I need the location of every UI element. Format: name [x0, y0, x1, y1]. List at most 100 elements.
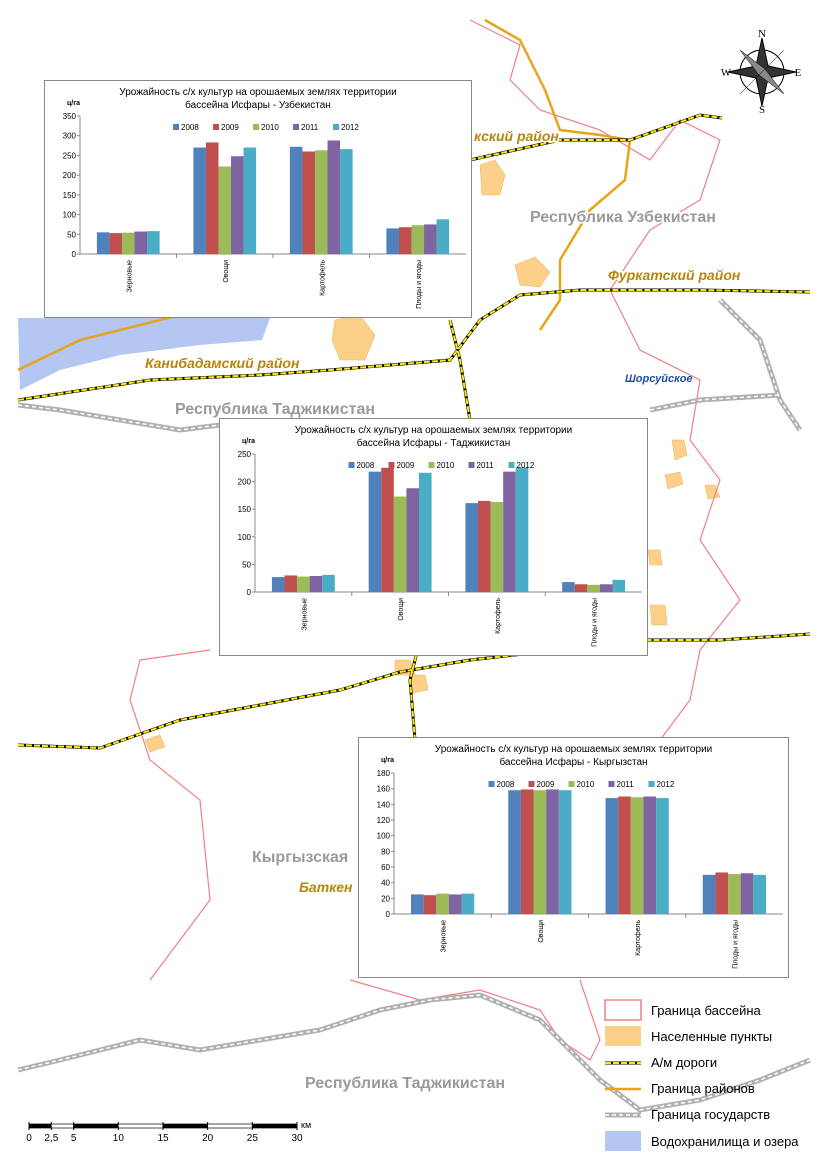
y-axis-label: ц/га: [67, 100, 80, 107]
legend-label: 2012: [517, 461, 535, 470]
legend-label: А/м дороги: [651, 1055, 717, 1070]
legend-swatch: [348, 462, 355, 468]
legend-label: 2011: [477, 461, 495, 470]
y-tick-label: 300: [63, 132, 77, 141]
legend-swatch: [213, 124, 219, 130]
y-axis-label: ц/га: [381, 757, 394, 764]
bar: [284, 575, 298, 592]
scale-label: 20: [202, 1133, 214, 1144]
bar: [562, 582, 575, 592]
y-tick-label: 40: [381, 879, 390, 888]
legend-label: 2010: [437, 461, 455, 470]
scale-segment: [50, 1123, 75, 1129]
chart-title: Урожайность с/х культур на орошаемых зем…: [434, 744, 713, 768]
road-line: [17, 113, 811, 750]
legend-label: Водохранилища и озера: [651, 1134, 799, 1149]
legend-swatch: [568, 781, 575, 787]
legend-label: Граница государств: [651, 1107, 770, 1122]
chart-title: Урожайность с/х культур на орошаемых зем…: [294, 425, 573, 449]
bar: [418, 472, 432, 592]
bar: [302, 151, 315, 254]
bar: [515, 467, 529, 592]
y-tick-label: 250: [63, 151, 77, 160]
legend-swatch: [605, 1026, 641, 1046]
bar: [134, 231, 148, 254]
legend-label: 2009: [397, 461, 415, 470]
bar: [546, 789, 559, 914]
y-tick-label: 50: [67, 230, 76, 239]
scale-label: 25: [247, 1133, 259, 1144]
bar: [436, 219, 450, 254]
y-tick-label: 160: [377, 785, 391, 794]
map-legend: Граница бассейна Населенные пункты А/м д…: [604, 999, 799, 1151]
x-tick-label: Плоды и ягоды: [592, 598, 599, 647]
y-tick-label: 50: [242, 560, 251, 569]
y-tick-label: 100: [63, 211, 77, 220]
bar: [381, 467, 394, 592]
scale-bar: 0 2,5 5 10 15 20 25 30 км: [26, 1120, 311, 1144]
bar: [147, 231, 160, 254]
bar: [411, 225, 425, 254]
legend-swatch: [388, 462, 395, 468]
scale-segment: [28, 1123, 52, 1129]
compass-letter: N: [758, 28, 766, 40]
bar: [205, 142, 219, 254]
y-tick-label: 350: [63, 112, 77, 121]
bar: [503, 471, 516, 592]
bar: [702, 874, 716, 914]
x-tick-label: Зерновые: [301, 598, 308, 631]
scale-label: 30: [291, 1133, 303, 1144]
scale-segment: [117, 1123, 164, 1129]
scale-label: 15: [157, 1133, 169, 1144]
legend-swatch: [604, 999, 642, 1021]
bar: [618, 796, 631, 914]
x-tick-label: Овощи: [538, 920, 545, 943]
legend-label: 2008: [181, 123, 199, 132]
bar: [533, 790, 547, 914]
bar: [393, 496, 407, 592]
y-tick-label: 0: [247, 588, 252, 597]
y-tick-label: 60: [381, 863, 390, 872]
bar: [243, 147, 257, 254]
map-label: Канибадамский район: [145, 355, 300, 371]
chart-title: Урожайность с/х культур на орошаемых зем…: [119, 87, 397, 111]
legend-label: 2008: [357, 461, 375, 470]
bar: [490, 502, 504, 592]
y-tick-label: 200: [238, 478, 252, 487]
legend-label: 2012: [657, 780, 675, 789]
legend-swatch: [528, 781, 535, 787]
state-border: [17, 298, 811, 1113]
compass-letter: S: [759, 104, 765, 116]
chart: Урожайность с/х культур на орошаемых зем…: [44, 80, 472, 318]
legend-swatch: [488, 781, 495, 787]
scale-label: 5: [71, 1133, 77, 1144]
bar: [411, 894, 424, 914]
x-tick-label: Овощи: [223, 260, 230, 283]
y-tick-label: 250: [238, 450, 252, 459]
bar: [753, 874, 766, 914]
bar: [656, 798, 669, 914]
compass: N S W E: [721, 28, 802, 116]
bar: [587, 584, 600, 592]
chart: Урожайность с/х культур на орошаемых зем…: [358, 737, 789, 978]
legend-swatch: [333, 124, 339, 130]
legend-label: 2010: [261, 123, 279, 132]
legend-swatch: [508, 462, 515, 468]
scale-label: 2,5: [44, 1133, 58, 1144]
x-tick-label: Картофель: [495, 598, 502, 634]
y-tick-label: 150: [63, 191, 77, 200]
map-label: Республика Таджикистан: [175, 401, 375, 418]
scale-unit: км: [301, 1120, 311, 1130]
bar: [740, 873, 754, 914]
bar: [424, 224, 437, 254]
chart-plot: ц/га 0 20 40 60 80 100 120 140 160 180 Зерновые Овощ…: [377, 757, 783, 969]
y-axis-label: ц/га: [242, 438, 255, 445]
bar: [398, 227, 412, 254]
x-tick-label: Зерновые: [441, 920, 448, 953]
bar: [368, 471, 382, 592]
bar: [193, 147, 206, 254]
y-tick-label: 100: [238, 533, 252, 542]
settlements: [144, 159, 721, 753]
scale-segment: [207, 1123, 253, 1129]
